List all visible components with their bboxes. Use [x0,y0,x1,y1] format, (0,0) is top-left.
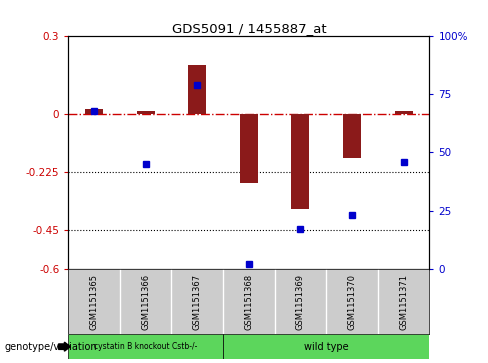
Bar [395,111,413,114]
Bar [85,109,103,114]
Text: GSM1151370: GSM1151370 [347,274,357,330]
Text: GSM1151368: GSM1151368 [244,274,253,330]
Text: GSM1151365: GSM1151365 [90,274,99,330]
Bar [343,114,361,158]
Text: GSM1151366: GSM1151366 [141,274,150,330]
Text: GSM1151369: GSM1151369 [296,274,305,330]
Bar [223,334,429,359]
Text: GSM1151367: GSM1151367 [193,274,202,330]
Title: GDS5091 / 1455887_at: GDS5091 / 1455887_at [172,22,326,35]
Bar [137,111,155,114]
Bar [188,65,206,114]
Bar [291,114,309,209]
Text: wild type: wild type [304,342,348,352]
Bar [240,114,258,183]
Text: GSM1151371: GSM1151371 [399,274,408,330]
Text: cystatin B knockout Cstb-/-: cystatin B knockout Cstb-/- [94,342,197,351]
Bar [68,334,223,359]
Text: genotype/variation: genotype/variation [5,342,98,352]
